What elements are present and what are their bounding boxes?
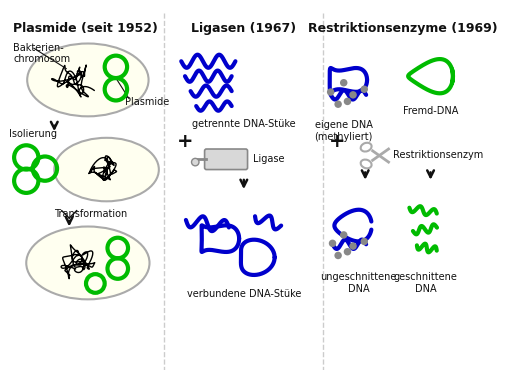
Text: ungeschnittene
DNA: ungeschnittene DNA xyxy=(320,272,396,294)
Circle shape xyxy=(191,158,199,166)
Circle shape xyxy=(349,91,356,98)
Circle shape xyxy=(343,98,351,105)
Circle shape xyxy=(328,240,335,247)
Circle shape xyxy=(334,252,341,259)
Ellipse shape xyxy=(27,44,148,116)
Text: Isolierung: Isolierung xyxy=(9,129,56,139)
Text: verbundene DNA-Stüke: verbundene DNA-Stüke xyxy=(186,289,300,299)
Circle shape xyxy=(334,100,341,108)
Text: Plasmide (seit 1952): Plasmide (seit 1952) xyxy=(13,22,157,35)
Text: Transformation: Transformation xyxy=(54,209,127,219)
Text: getrennte DNA-Stüke: getrennte DNA-Stüke xyxy=(191,119,295,129)
Text: Bakterien-
chromosom: Bakterien- chromosom xyxy=(13,43,70,64)
Ellipse shape xyxy=(54,138,158,201)
Ellipse shape xyxy=(26,226,149,300)
Text: Plasmide: Plasmide xyxy=(125,97,169,107)
Text: Restriktionsenzym: Restriktionsenzym xyxy=(392,150,483,160)
Circle shape xyxy=(360,85,367,93)
Text: geschnittene
DNA: geschnittene DNA xyxy=(393,272,457,294)
Circle shape xyxy=(360,238,367,245)
Circle shape xyxy=(326,88,334,96)
Circle shape xyxy=(349,242,356,250)
Text: eigene DNA
(methyliert): eigene DNA (methyliert) xyxy=(314,120,372,142)
Circle shape xyxy=(340,79,347,87)
Text: +: + xyxy=(328,132,345,151)
FancyBboxPatch shape xyxy=(204,149,247,170)
Text: Ligasen (1967): Ligasen (1967) xyxy=(191,22,296,35)
Text: Fremd-DNA: Fremd-DNA xyxy=(402,106,458,116)
Circle shape xyxy=(343,248,351,255)
Circle shape xyxy=(340,231,347,239)
Text: Restriktionsenzyme (1969): Restriktionsenzyme (1969) xyxy=(307,22,496,35)
Text: +: + xyxy=(177,132,193,151)
Text: Ligase: Ligase xyxy=(252,154,284,164)
